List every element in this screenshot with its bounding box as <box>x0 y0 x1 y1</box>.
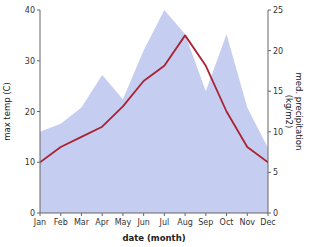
x-tick-label: Jan <box>33 218 46 227</box>
x-tick <box>81 213 82 216</box>
y-axis-label: max temp (C) <box>2 82 12 141</box>
x-tick <box>102 213 103 216</box>
y-tick-label: 10 <box>25 158 35 167</box>
x-tick-label: Mar <box>74 218 90 227</box>
x-tick-label: Feb <box>54 218 68 227</box>
y-tick-label: 30 <box>25 57 35 66</box>
x-tick-label: Dec <box>260 218 275 227</box>
y2-tick-label: 0 <box>273 209 278 218</box>
y2-tick-label: 20 <box>273 47 283 56</box>
x-tick-label: Nov <box>239 218 255 227</box>
y2-tick <box>268 50 271 51</box>
x-tick <box>226 213 227 216</box>
y-tick <box>37 162 40 163</box>
x-tick-label: Jun <box>136 218 150 227</box>
x-tick <box>205 213 206 216</box>
y2-tick <box>268 131 271 132</box>
x-axis-line <box>40 213 268 214</box>
x-tick <box>60 213 61 216</box>
y-tick <box>37 60 40 61</box>
y2-axis-line <box>268 10 269 213</box>
y2-axis-label: med. precipitation(kg/m2) <box>284 73 304 151</box>
area <box>40 10 268 213</box>
x-tick <box>268 213 269 216</box>
y2-tick-label: 10 <box>273 128 283 137</box>
y-tick-label: 20 <box>25 108 35 117</box>
y2-axis-label-line: (kg/m2) <box>284 95 294 129</box>
x-tick <box>185 213 186 216</box>
x-tick-label: Jul <box>159 218 170 227</box>
line <box>40 35 268 162</box>
x-tick-label: May <box>115 218 132 227</box>
plot-area <box>40 10 268 213</box>
x-tick-label: Aug <box>177 218 193 227</box>
y2-tick <box>268 10 271 11</box>
chart: 0 10 20 30 40 0 5 10 15 20 25 Jan Feb Mar Apr May Jun Jul… <box>0 0 318 247</box>
x-tick <box>40 213 41 216</box>
x-tick <box>247 213 248 216</box>
x-tick <box>122 213 123 216</box>
x-tick <box>164 213 165 216</box>
x-tick <box>143 213 144 216</box>
y-tick <box>37 111 40 112</box>
y2-tick-label: 25 <box>273 6 283 15</box>
y-tick-label: 0 <box>30 209 35 218</box>
y2-tick-label: 5 <box>273 168 278 177</box>
y2-tick <box>268 91 271 92</box>
x-axis-label: date (month) <box>122 233 185 243</box>
x-tick-label: Oct <box>220 218 234 227</box>
y2-axis-label-line: med. precipitation <box>294 73 304 151</box>
x-tick-label: Sep <box>198 218 213 227</box>
y-tick-label: 40 <box>25 6 35 15</box>
y-tick <box>37 10 40 11</box>
y2-tick-label: 15 <box>273 87 283 96</box>
x-tick-label: Apr <box>95 218 110 227</box>
y2-tick <box>268 172 271 173</box>
